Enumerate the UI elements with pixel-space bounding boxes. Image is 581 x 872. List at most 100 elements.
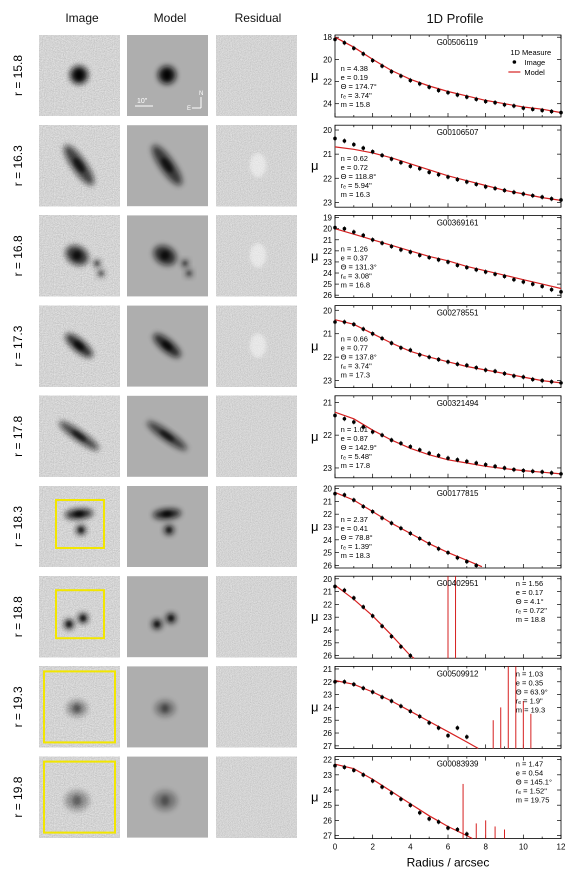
residual-tile xyxy=(216,305,297,387)
galaxy-core xyxy=(99,271,103,276)
model-tile xyxy=(127,215,208,297)
data-point xyxy=(474,182,479,187)
scale-bar-label: 10" xyxy=(137,98,148,105)
y-tick-label: 23 xyxy=(323,198,332,207)
param-n: n = 1.47 xyxy=(516,760,543,769)
data-point xyxy=(380,695,384,699)
residual-feature xyxy=(250,243,266,268)
data-point xyxy=(361,327,366,331)
model-tile xyxy=(127,576,208,658)
param-n: n = 1.26 xyxy=(341,244,368,253)
galaxy-id: G00278551 xyxy=(437,309,479,318)
y-axis-label: μ xyxy=(311,339,319,354)
fit-region-box xyxy=(43,760,116,834)
galaxy-id: G00506119 xyxy=(437,38,479,47)
data-point xyxy=(399,345,403,350)
x-tick-label: 12 xyxy=(557,843,566,852)
y-tick-label: 26 xyxy=(323,729,332,738)
data-point xyxy=(399,441,403,446)
galaxy-id: G00402951 xyxy=(437,579,479,588)
data-point xyxy=(399,74,403,78)
data-point xyxy=(361,425,366,429)
param-e: e = 0.87 xyxy=(341,434,368,443)
data-point xyxy=(474,461,479,465)
data-point xyxy=(389,521,394,525)
galaxy-core xyxy=(160,250,170,260)
data-point xyxy=(380,336,384,341)
y-tick-label: 20 xyxy=(323,306,332,315)
data-point xyxy=(559,290,563,294)
model-tile xyxy=(127,395,208,477)
galaxy-core xyxy=(160,795,170,806)
data-point xyxy=(352,498,356,502)
param-theta: Θ = 63.9° xyxy=(516,687,548,696)
data-point xyxy=(549,287,554,292)
data-point xyxy=(446,175,450,179)
data-point xyxy=(333,37,337,42)
row-label-rmag: r = 15.8 xyxy=(11,55,25,96)
fit-region-box xyxy=(55,589,105,640)
param-n: n = 2.37 xyxy=(341,515,368,524)
param-re: rₑ = 1.9" xyxy=(516,696,543,705)
data-point xyxy=(370,690,375,694)
image-tile xyxy=(39,215,120,297)
profile-panel: 18 20 22 24 μ G00506119 n = 4.38e = 0.19Θ = 17… xyxy=(311,33,563,118)
profile-panel: 21 22 23 μ G00321494 n = 1.01e = 0.87Θ = 142.… xyxy=(311,395,563,479)
param-m: m = 19.3 xyxy=(516,705,545,714)
data-point xyxy=(342,40,347,45)
column-header-profile: 1D Profile xyxy=(426,11,484,26)
galaxy-core xyxy=(167,527,171,533)
y-tick-label: 26 xyxy=(323,291,332,300)
data-point xyxy=(352,420,356,424)
data-point xyxy=(436,88,441,93)
data-point xyxy=(530,193,535,198)
data-point xyxy=(436,820,441,824)
param-m: m = 17.3 xyxy=(341,371,370,380)
data-point xyxy=(465,180,469,184)
param-re: rₑ = 1.52" xyxy=(516,787,547,796)
data-point xyxy=(559,472,563,476)
data-point xyxy=(408,709,413,714)
profile-panel: 21 22 23 24 25 26 27 μ G00509912 n = 1.03e = 0.35… xyxy=(311,665,562,751)
galaxy-core xyxy=(73,158,85,173)
data-point xyxy=(361,605,366,609)
row-label-rmag: r = 16.8 xyxy=(11,235,25,276)
data-point xyxy=(530,282,535,286)
data-point xyxy=(417,448,422,452)
x-tick-label: 8 xyxy=(483,843,488,852)
profile-panel: 20 21 22 23 μ G00278551 n = 0.66e = 0.77Θ = 13… xyxy=(311,305,563,389)
galaxy-id: G00509912 xyxy=(437,669,479,678)
data-point xyxy=(502,188,507,193)
image-tile xyxy=(39,576,120,658)
param-re: rₑ = 3.74" xyxy=(341,91,372,100)
profile-frame xyxy=(334,305,562,389)
y-tick-label: 23 xyxy=(323,523,332,532)
row-label-rmag: r = 17.8 xyxy=(11,415,25,456)
param-e: e = 0.77 xyxy=(341,344,368,353)
x-tick-label: 10 xyxy=(519,843,528,852)
y-tick-label: 22 xyxy=(323,756,332,765)
data-point xyxy=(389,157,394,161)
x-tick-label: 6 xyxy=(446,843,451,852)
data-point xyxy=(455,93,460,97)
param-e: e = 0.72 xyxy=(341,163,368,172)
data-point xyxy=(399,704,403,708)
data-point xyxy=(540,108,544,113)
residual-tile xyxy=(216,756,297,838)
galaxy-core xyxy=(75,70,83,80)
profile-panel: 20 21 22 23 24 25 26 μ G00402951 n = 1.56e = 0.17… xyxy=(311,575,562,661)
galaxy-core xyxy=(95,261,99,266)
residual-tile xyxy=(216,125,297,207)
galaxy-id: G00106507 xyxy=(437,128,479,137)
galaxy-id: G00177815 xyxy=(437,489,479,498)
data-point xyxy=(455,263,460,268)
data-point xyxy=(370,149,375,154)
data-point xyxy=(399,644,403,649)
param-m: m = 16.3 xyxy=(341,190,370,199)
image-tile xyxy=(39,395,120,477)
profile-panel: 20 21 22 23 24 25 26 μ G00177815 n = 2.37e = 0.41… xyxy=(311,485,562,570)
data-point xyxy=(389,699,394,703)
data-point xyxy=(474,563,479,568)
data-point xyxy=(427,170,431,175)
